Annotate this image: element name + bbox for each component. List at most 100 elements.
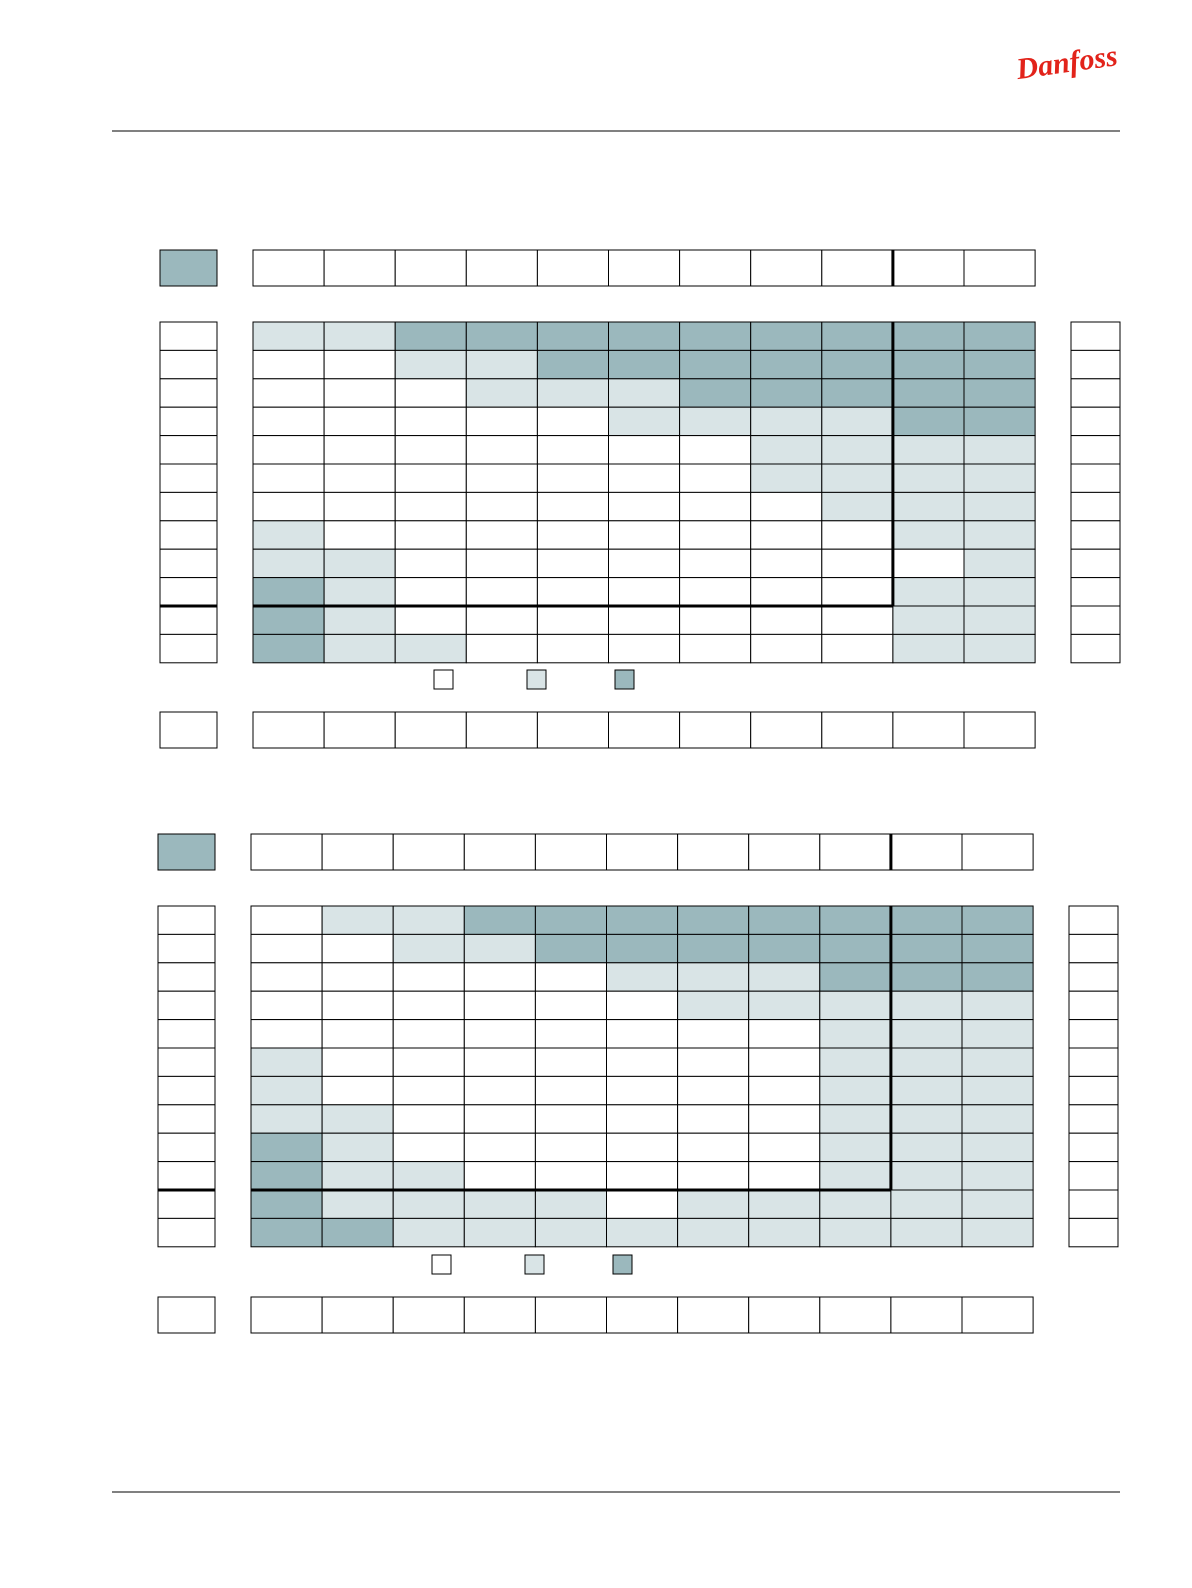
grid-cell <box>534 1075 608 1106</box>
grid-cell <box>819 1132 892 1163</box>
grid-cell <box>534 1104 608 1134</box>
grid-cell <box>677 1075 750 1106</box>
grid-cell <box>323 548 396 579</box>
grid-cell <box>892 378 965 408</box>
grid-cell <box>606 1104 679 1134</box>
footer-cell <box>252 711 325 749</box>
grid-cell <box>821 406 894 437</box>
grid-cell <box>961 933 1034 964</box>
grid-cell <box>750 378 823 408</box>
grid-cell <box>606 1217 679 1248</box>
header-cell <box>463 833 536 871</box>
header-cell <box>819 833 892 871</box>
grid-cell <box>750 463 823 493</box>
grid-cell <box>463 990 536 1021</box>
grid-cell <box>961 1075 1034 1106</box>
grid-cell <box>321 1132 394 1163</box>
row-end-cell <box>1070 491 1121 522</box>
grid-cell <box>961 1104 1034 1134</box>
grid-cell <box>606 1161 679 1191</box>
grid-cell <box>392 1189 465 1219</box>
grid-cell <box>750 491 823 522</box>
grid-cell <box>748 1047 821 1077</box>
grid-cell <box>321 1019 394 1049</box>
grid-cell <box>394 321 467 351</box>
grid-cell <box>250 1161 323 1191</box>
footer-cell <box>821 711 894 749</box>
grid-cell <box>677 905 750 935</box>
grid-cell <box>463 1132 536 1163</box>
grid-cell <box>536 633 610 664</box>
grid-cell <box>819 933 892 964</box>
footer-cell <box>677 1296 750 1334</box>
grid-cell <box>677 933 750 964</box>
grid-cell <box>465 491 538 522</box>
footer-cell <box>819 1296 892 1334</box>
grid-cell <box>534 1161 608 1191</box>
footer-cell <box>536 711 610 749</box>
header-cell <box>892 249 965 287</box>
grid-cell <box>890 1104 963 1134</box>
grid-cell <box>392 962 465 992</box>
footer-cell <box>679 711 752 749</box>
row-label-cell <box>159 491 218 522</box>
grid-cell <box>819 1047 892 1077</box>
grid-cell <box>892 349 965 380</box>
grid-cell <box>679 349 752 380</box>
grid-cell <box>963 605 1036 635</box>
row-end-cell <box>1068 962 1119 992</box>
grid-cell <box>748 990 821 1021</box>
grid-cell <box>392 990 465 1021</box>
grid-cell <box>463 962 536 992</box>
grid-cell <box>394 633 467 664</box>
header-cell <box>536 249 610 287</box>
grid-cell <box>750 406 823 437</box>
grid-cell <box>394 435 467 465</box>
grid-cell <box>534 1217 608 1248</box>
grid-cell <box>677 1047 750 1077</box>
grid-cell <box>961 962 1034 992</box>
grid-cell <box>606 905 679 935</box>
row-label-cell <box>159 633 218 664</box>
grid-cell <box>252 349 325 380</box>
grid-cell <box>252 633 325 664</box>
grid-cell <box>465 605 538 635</box>
row-end-cell <box>1068 1075 1119 1106</box>
row-label-cell <box>159 349 218 380</box>
row-label-cell <box>157 1019 216 1049</box>
grid-cell <box>252 520 325 550</box>
grid-cell <box>394 520 467 550</box>
grid-cell <box>821 577 894 607</box>
grid-cell <box>536 321 610 351</box>
grid-cell <box>606 1047 679 1077</box>
grid-cell <box>963 349 1036 380</box>
grid-cell <box>679 520 752 550</box>
grid-cell <box>394 577 467 607</box>
grid-cell <box>323 463 396 493</box>
footer-cell <box>394 711 467 749</box>
grid-cell <box>252 577 325 607</box>
grid-cell <box>890 962 963 992</box>
grid-cell <box>323 577 396 607</box>
grid-cell <box>608 378 681 408</box>
grid-cell <box>606 1132 679 1163</box>
row-label-cell <box>157 962 216 992</box>
grid-cell <box>890 1019 963 1049</box>
footer-key-cell <box>159 711 218 749</box>
grid-cell <box>963 378 1036 408</box>
grid-cell <box>819 990 892 1021</box>
grid-cell <box>821 378 894 408</box>
grid-cell <box>890 1132 963 1163</box>
grid-cell <box>394 548 467 579</box>
grid-cell <box>323 633 396 664</box>
grid-cell <box>961 1047 1034 1077</box>
grid-cell <box>608 520 681 550</box>
grid-cell <box>892 406 965 437</box>
grid-cell <box>892 463 965 493</box>
grid-cell <box>252 378 325 408</box>
grid-cell <box>963 633 1036 664</box>
grid-cell <box>963 406 1036 437</box>
grid-cell <box>321 1075 394 1106</box>
footer-cell <box>750 711 823 749</box>
